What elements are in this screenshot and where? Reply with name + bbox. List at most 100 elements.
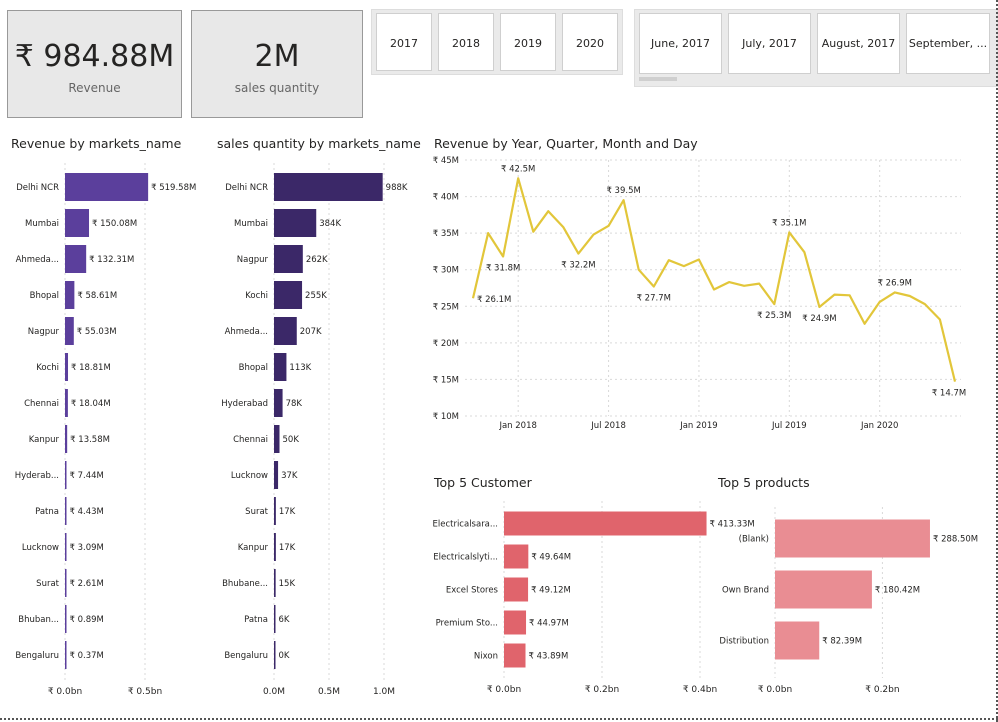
category-label: Excel Stores [446,586,499,596]
data-label: 15K [279,579,296,589]
top-products-chart[interactable]: ₹ 0.0bn ₹ 0.2bn (Blank) ₹ 288.50M Own Brand ₹… [705,495,990,700]
data-label: ₹ 2.61M [70,579,104,589]
x-tick-label: ₹ 0.2bn [585,685,619,695]
bar [65,605,67,633]
x-tick-label: ₹ 0.5bn [128,687,162,697]
data-label: 6K [279,615,290,625]
data-label: ₹ 55.03M [77,327,117,337]
data-label: 262K [306,255,328,265]
category-label: Bengaluru [15,651,59,661]
category-label: Delhi NCR [225,183,268,193]
point-label: ₹ 31.8M [486,264,520,274]
bar [274,209,317,237]
revenue-trend-chart[interactable]: ₹ 10M ₹ 15M ₹ 20M ₹ 25M ₹ 30M ₹ 35M ₹ 40M ₹ 45M… [425,150,990,440]
x-tick-label: Jan 2020 [860,421,898,431]
year-slicer-item[interactable]: 2017 [376,13,432,71]
data-label: 78K [286,399,303,409]
data-label: 988K [386,183,408,193]
data-label: 17K [279,507,296,517]
top-products-title: Top 5 products [718,475,810,490]
category-label: Ahmeda... [225,327,268,337]
category-label: Chennai [233,435,268,445]
category-label: Electricalslyti... [433,553,498,563]
year-slicer-item[interactable]: 2019 [500,13,556,71]
month-slicer-item[interactable]: June, 2017 [639,13,722,74]
bar [504,577,529,602]
data-label: 17K [279,543,296,553]
category-label: Lucknow [231,471,268,481]
category-label: Kochi [245,291,268,301]
quantity-card[interactable]: 2M sales quantity [191,10,363,118]
category-label: Bhubane... [222,579,268,589]
category-label: Ahmeda... [16,255,59,265]
y-tick-label: ₹ 25M [433,302,459,312]
month-slicer-item[interactable]: September, ... [906,13,990,74]
x-tick-label: 0.5M [318,687,340,697]
category-label: Premium Sto... [436,619,498,629]
data-label: ₹ 49.12M [531,586,571,596]
category-label: Nixon [474,652,498,662]
month-slicer-item[interactable]: July, 2017 [728,13,811,74]
data-label: ₹ 58.61M [77,291,117,301]
y-tick-label: ₹ 35M [433,229,459,239]
y-tick-label: ₹ 45M [433,156,459,166]
bar [274,317,297,345]
data-label: ₹ 49.64M [531,553,571,563]
category-label: Mumbai [25,219,59,229]
category-label: Hyderab... [15,471,59,481]
month-label: July, 2017 [742,37,797,50]
revenue-value: ₹ 984.88M [14,39,175,74]
top-customers-title: Top 5 Customer [434,475,532,490]
bar [65,641,67,669]
x-tick-label: Jul 2019 [771,421,807,431]
month-slicer-item[interactable]: August, 2017 [817,13,900,74]
year-slicer-item[interactable]: 2018 [438,13,494,71]
category-label: Patna [244,615,268,625]
data-label: ₹ 150.08M [92,219,137,229]
category-label: Kanpur [238,543,269,553]
data-label: ₹ 4.43M [70,507,104,517]
category-label: Mumbai [234,219,268,229]
bar [274,641,276,669]
year-slicer-item[interactable]: 2020 [562,13,618,71]
quantity-by-market-chart[interactable]: 0.0M 0.5M 1.0M Delhi NCR 988K Mumbai 384K Nagpu… [210,155,425,700]
bar [274,245,303,273]
bar [65,497,67,525]
point-label: ₹ 26.1M [477,295,511,305]
category-label: Nagpur [237,255,269,265]
y-tick-label: ₹ 40M [433,193,459,203]
y-tick-label: ₹ 30M [433,266,459,276]
bar [65,317,74,345]
category-label: Lucknow [22,543,59,553]
revenue-line [471,177,957,382]
data-label: ₹ 3.09M [70,543,104,553]
x-tick-label: 0.0M [263,687,285,697]
data-label: 113K [289,363,311,373]
data-label: ₹ 18.04M [71,399,111,409]
bar [775,519,930,558]
category-label: Bhopal [30,291,59,301]
category-label: Kochi [36,363,59,373]
month-label: June, 2017 [651,37,710,50]
point-label: ₹ 26.9M [878,278,912,288]
bar [274,533,276,561]
bar [775,621,820,660]
data-label: ₹ 0.89M [70,615,104,625]
data-label: ₹ 0.37M [70,651,104,661]
x-tick-label: 1.0M [373,687,395,697]
data-label: 384K [319,219,341,229]
point-label: ₹ 27.7M [637,294,671,304]
bar [65,533,67,561]
category-label: (Blank) [739,535,769,545]
data-label: 50K [283,435,300,445]
data-label: ₹ 7.44M [70,471,104,481]
bar [274,569,276,597]
bar [504,643,526,668]
revenue-by-market-chart[interactable]: ₹ 0.0bn ₹ 0.5bn Delhi NCR ₹ 519.58M Mumbai ₹ … [0,155,205,700]
category-label: Nagpur [28,327,60,337]
revenue-card[interactable]: ₹ 984.88M Revenue [7,10,182,118]
year-label: 2019 [514,37,542,50]
top-customers-chart[interactable]: ₹ 0.0bn ₹ 0.2bn ₹ 0.4bn Electricalsara... ₹ … [425,495,755,700]
data-label: ₹ 132.31M [89,255,134,265]
month-slicer-scrollbar[interactable] [639,77,677,81]
